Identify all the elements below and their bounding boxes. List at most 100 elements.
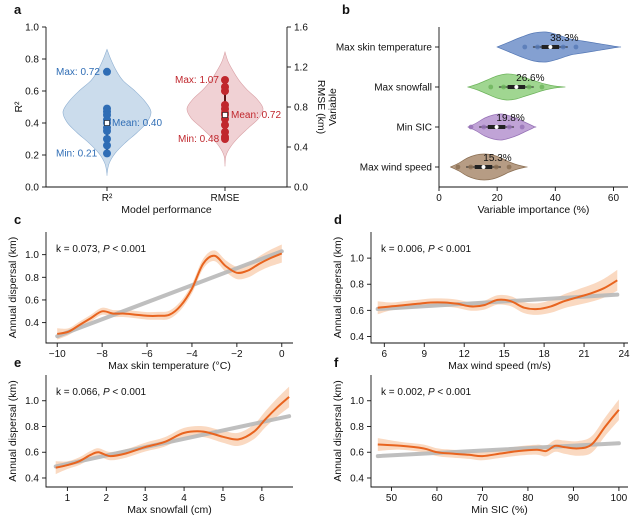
panel-label: f: [334, 355, 339, 370]
stat-annotation: k = 0.002, P < 0.001: [381, 387, 472, 398]
x-tick-label: −8: [96, 349, 108, 360]
panel-label: a: [14, 2, 22, 17]
series-line: [57, 252, 283, 335]
x-tick-label: 100: [611, 493, 628, 504]
y-tick-label: 0.6: [25, 448, 39, 459]
trend-line: [55, 249, 284, 339]
data-point: [488, 84, 494, 90]
panel-a: a 0.0 0.2 0.4 0.6 0.8 1.0 0.0 0.4 0.8 1.2 1.6 R² RMSE…: [13, 2, 327, 216]
data-point-r2: [103, 67, 111, 76]
x-tick-label: RMSE: [211, 193, 240, 204]
x-tick-label: 18: [539, 349, 551, 360]
x-tick-label: −6: [141, 349, 153, 360]
x-tick-label: 60: [608, 193, 620, 204]
data-point: [481, 124, 487, 130]
panel-label: b: [342, 2, 350, 17]
annotation-max-r2: Max: 0.72: [56, 67, 100, 78]
x-tick-label: 40: [550, 193, 562, 204]
annotation-mean-r2: Mean: 0.40: [112, 118, 162, 129]
y-tick-label-right: 1.6: [294, 23, 308, 34]
x-axis-label: Max snowfall (cm): [127, 504, 212, 516]
x-tick-label: 3: [142, 493, 148, 504]
panel-label: d: [334, 212, 342, 227]
x-axis-label: Min SIC (%): [471, 504, 528, 516]
stat-annotation: k = 0.066, P < 0.001: [56, 387, 147, 398]
median-marker: [481, 165, 486, 169]
panel-b: b 0 20 40 60 Variable importance (%) Variable M…: [327, 2, 628, 216]
y-tick-label: 1.0: [350, 396, 364, 407]
panel-label: c: [14, 212, 21, 227]
x-tick-label: 5: [220, 493, 226, 504]
panel-c: c −10 −8 −6 −4 −2 0 0.4 0.6 0.8 1.0 Max skin temper…: [7, 212, 293, 372]
y-tick-label: 0.6: [350, 448, 364, 459]
x-tick-label: 1: [65, 493, 71, 504]
y-tick-label: 1.0: [350, 254, 364, 265]
x-tick-label: 12: [459, 349, 471, 360]
data-point: [560, 44, 566, 50]
y-tick-label-right: 0.8: [294, 103, 308, 114]
panel-e: e 1 2 3 4 5 6 0.4 0.6 0.8 1.0 Max snowfall (cm) Annu…: [7, 355, 293, 516]
data-point-r2: [103, 135, 111, 143]
percent-label: 15.3%: [483, 153, 511, 164]
y-tick-label: Max snowfall: [374, 83, 432, 94]
panel-d: d 6 9 12 15 18 21 24 0.4 0.6 0.8 1.0 Max wind speed …: [332, 212, 630, 372]
data-point: [493, 164, 499, 170]
data-point: [535, 44, 540, 50]
stat-annotation: k = 0.006, P < 0.001: [381, 244, 472, 255]
y-tick-label: Max skin temperature: [336, 43, 433, 54]
y-tick-label-left: 0.8: [25, 55, 39, 66]
data-point: [506, 164, 512, 170]
x-tick-label: 0: [436, 193, 442, 204]
x-tick-label: −10: [49, 349, 66, 360]
data-point-rmse: [221, 121, 229, 129]
y-tick-label: 0.4: [25, 473, 39, 484]
data-point-r2: [103, 149, 111, 158]
median-marker: [548, 45, 553, 49]
x-tick-label: 20: [492, 193, 504, 204]
axes-frame: [45, 375, 293, 488]
series-line: [377, 279, 618, 311]
axes-frame: [370, 375, 628, 488]
x-tick-label: 90: [568, 493, 580, 504]
data-point: [501, 84, 506, 90]
y-tick-label: 0.4: [25, 318, 39, 329]
y-tick-label-left: 0.0: [25, 183, 39, 194]
annotation-mean-rmse: Mean: 0.72: [231, 110, 281, 121]
x-tick-label: 50: [386, 493, 398, 504]
percent-label: 26.6%: [516, 73, 544, 84]
series-line: [377, 409, 620, 458]
y-tick-label: 0.6: [25, 295, 39, 306]
series-line: [55, 396, 290, 469]
y-tick-label: 0.8: [25, 273, 39, 284]
y-tick-label: 0.8: [350, 422, 364, 433]
mean-marker-r2: [104, 120, 110, 126]
y-tick-label-left: 0.6: [25, 87, 39, 98]
axes-frame: [370, 232, 628, 344]
x-tick-label: −2: [231, 349, 243, 360]
y-axis-label: Annual dispersal (km): [7, 237, 19, 339]
x-axis-label: Max skin temperature (°C): [108, 360, 231, 372]
x-tick-label: 2: [104, 493, 110, 504]
x-tick-label: 6: [259, 493, 265, 504]
y-tick-label: 0.6: [350, 306, 364, 317]
data-point: [455, 164, 461, 170]
annotation-min-rmse: Min: 0.48: [178, 134, 220, 145]
y-tick-label: 0.4: [350, 332, 364, 343]
data-point: [573, 44, 579, 50]
data-point: [526, 84, 532, 90]
x-tick-label: 24: [618, 349, 630, 360]
y-tick-label: Min SIC: [396, 123, 432, 134]
x-axis-label: Model performance: [121, 204, 212, 216]
y-tick-label-right: 1.2: [294, 63, 308, 74]
panel-f: f 50 60 70 80 90 100 0.4 0.6 0.8 1.0 Min SIC (%) Ann…: [332, 355, 628, 516]
data-point: [468, 124, 474, 130]
y-tick-label-left: 1.0: [25, 23, 39, 34]
data-point: [468, 164, 474, 170]
y-axis-label: Annual dispersal (km): [332, 237, 344, 339]
y-tick-label-right: 0.4: [294, 143, 308, 154]
data-point-rmse: [221, 135, 229, 143]
median-marker: [494, 125, 499, 129]
x-tick-label: 9: [421, 349, 427, 360]
y-tick-label: 0.8: [25, 422, 39, 433]
data-point: [539, 84, 545, 90]
